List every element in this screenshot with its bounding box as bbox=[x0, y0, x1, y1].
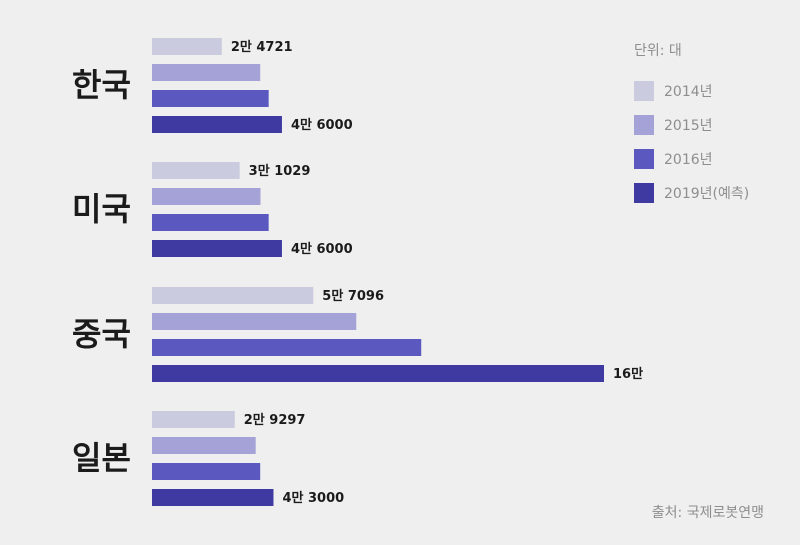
bar bbox=[152, 38, 222, 55]
legend-label: 2019년(예측) bbox=[664, 186, 750, 202]
category-label: 중국 bbox=[72, 315, 131, 353]
bar bbox=[152, 214, 269, 231]
bar bbox=[152, 90, 269, 107]
bar bbox=[152, 287, 314, 304]
source-note: 출처: 국제로봇연맹 bbox=[651, 505, 764, 521]
legend-item: 2019년(예측) bbox=[634, 176, 749, 210]
bar bbox=[152, 411, 235, 428]
unit-label: 단위: 대 bbox=[634, 43, 682, 59]
bar bbox=[152, 463, 261, 480]
bar bbox=[152, 162, 240, 179]
legend-swatch bbox=[634, 183, 654, 203]
legend-label: 2015년 bbox=[664, 118, 713, 134]
data-label: 3만 1029 bbox=[249, 163, 311, 179]
bar bbox=[152, 339, 422, 356]
legend-item: 2016년 bbox=[634, 142, 749, 176]
legend-swatch bbox=[634, 149, 654, 169]
bar bbox=[152, 240, 282, 257]
category-label: 한국 bbox=[72, 66, 131, 104]
bar bbox=[152, 64, 261, 81]
data-label: 5만 7096 bbox=[322, 288, 384, 304]
data-label: 4만 6000 bbox=[291, 117, 353, 133]
category-label: 미국 bbox=[72, 190, 131, 228]
category-label: 일본 bbox=[72, 439, 131, 477]
legend-label: 2016년 bbox=[664, 152, 713, 168]
data-label: 2만 9297 bbox=[244, 412, 306, 428]
data-label: 4만 3000 bbox=[282, 490, 344, 506]
legend-label: 2014년 bbox=[664, 84, 713, 100]
bar bbox=[152, 437, 256, 454]
data-label: 2만 4721 bbox=[231, 39, 293, 55]
legend: 단위: 대 2014년 2015년 2016년 2019년(예측) bbox=[634, 40, 749, 210]
bar bbox=[152, 489, 274, 506]
bar bbox=[152, 188, 261, 205]
legend-item: 2014년 bbox=[634, 74, 749, 108]
legend-swatch bbox=[634, 81, 654, 101]
bar bbox=[152, 365, 604, 382]
data-label: 4만 6000 bbox=[291, 241, 353, 257]
legend-item: 2015년 bbox=[634, 108, 749, 142]
bar bbox=[152, 313, 357, 330]
data-label: 16만 bbox=[613, 366, 643, 382]
bar bbox=[152, 116, 282, 133]
legend-swatch bbox=[634, 115, 654, 135]
